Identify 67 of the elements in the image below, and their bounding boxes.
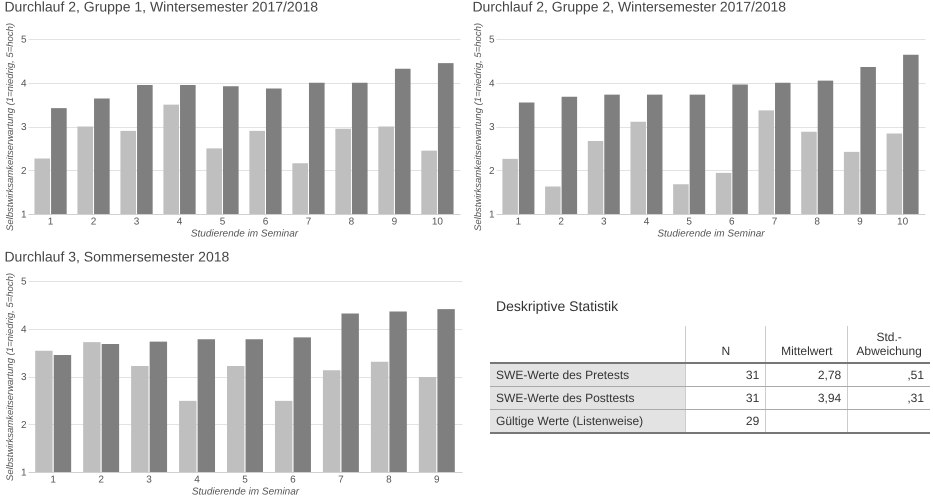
text: ,51 xyxy=(907,368,924,382)
x-tick-label: 9 xyxy=(392,216,398,228)
y-tick-label: 1 xyxy=(20,468,27,478)
y-tick-label: 4 xyxy=(488,78,495,90)
x-tick-label: 5 xyxy=(242,474,248,486)
x-tick-label: 1 xyxy=(48,216,54,228)
x-tick-label: 10 xyxy=(432,216,444,228)
x-tick-label: 5 xyxy=(686,216,692,228)
category-label: SWE-Werte des Posttests xyxy=(496,391,634,405)
x-tick-label: 7 xyxy=(338,474,344,486)
x-tick-label: 3 xyxy=(146,474,152,486)
x-tick-label: 6 xyxy=(290,474,296,486)
x-tick-label: 4 xyxy=(644,216,650,228)
x-tick-label: 1 xyxy=(516,216,522,228)
x-tick-label: 2 xyxy=(558,216,564,228)
text: 3,94 xyxy=(818,391,842,405)
x-axis-title: Studierende im Seminar xyxy=(190,228,299,240)
y-axis-title: Selbstwirksamkeitserwartung (1=niedrig, 5=hoch) xyxy=(472,22,484,232)
category-label: Mittelwert xyxy=(766,326,848,363)
x-tick-label: 3 xyxy=(134,216,140,228)
category-label: Gültige Werte (Listenweise) xyxy=(496,414,644,428)
x-tick-label: 10 xyxy=(897,216,909,228)
text: 29 xyxy=(746,414,760,428)
y-tick-label: 2 xyxy=(20,166,27,177)
text: Deskriptive Statistik xyxy=(496,298,620,314)
y-tick-label: 3 xyxy=(20,372,27,383)
y-tick-label: 5 xyxy=(20,276,27,288)
x-tick-label: 8 xyxy=(348,216,355,228)
x-tick-label: 4 xyxy=(194,474,200,486)
x-axis-title: Studierende im Seminar xyxy=(192,486,300,498)
text: 31 xyxy=(746,391,760,405)
chart-title: Durchlauf 2, Gruppe 1, Wintersemester 2017/2018 xyxy=(4,0,318,14)
y-tick-label: 3 xyxy=(488,122,495,133)
y-tick-label: 3 xyxy=(20,122,27,133)
y-axis-title: Selbstwirksamkeitserwartung (1=niedrig, 5=hoch) xyxy=(4,272,16,482)
x-tick-label: 6 xyxy=(729,216,736,228)
y-tick-label: 5 xyxy=(488,34,495,46)
y-tick-label: 1 xyxy=(488,210,495,220)
x-axis-title: Studierende im Seminar xyxy=(657,228,766,240)
x-tick-label: 5 xyxy=(220,216,226,228)
x-tick-label: 9 xyxy=(857,216,864,228)
x-tick-label: 2 xyxy=(98,474,104,486)
text: ,31 xyxy=(907,391,924,405)
y-tick-label: 4 xyxy=(20,78,27,90)
x-tick-label: 4 xyxy=(176,216,183,228)
chart-title: Durchlauf 2, Gruppe 2, Wintersemester 2017/2018 xyxy=(472,0,786,14)
text: 31 xyxy=(746,368,760,382)
y-tick-label: 4 xyxy=(20,324,27,336)
x-tick-label: 8 xyxy=(814,216,820,228)
category-label: Std.-Abweichung xyxy=(848,326,930,363)
y-tick-label: 2 xyxy=(488,166,495,177)
x-tick-label: 3 xyxy=(601,216,607,228)
x-tick-label: 7 xyxy=(772,216,778,228)
y-axis-title: Selbstwirksamkeitserwartung (1=niedrig, 5=hoch) xyxy=(4,22,16,232)
x-tick-label: 1 xyxy=(50,474,56,486)
y-tick-label: 2 xyxy=(20,420,27,431)
x-tick-label: 2 xyxy=(90,216,97,228)
x-tick-label: 8 xyxy=(386,474,392,486)
y-tick-label: 1 xyxy=(20,210,27,220)
x-tick-label: 6 xyxy=(262,216,269,228)
x-tick-label: 9 xyxy=(434,474,440,486)
chart-title: Durchlauf 3, Sommersemester 2018 xyxy=(4,248,230,264)
text: 2,78 xyxy=(818,368,842,382)
x-tick-label: 7 xyxy=(306,216,312,228)
y-tick-label: 5 xyxy=(20,34,27,46)
category-label: SWE-Werte des Pretests xyxy=(496,368,630,382)
category-label: N xyxy=(686,326,766,363)
